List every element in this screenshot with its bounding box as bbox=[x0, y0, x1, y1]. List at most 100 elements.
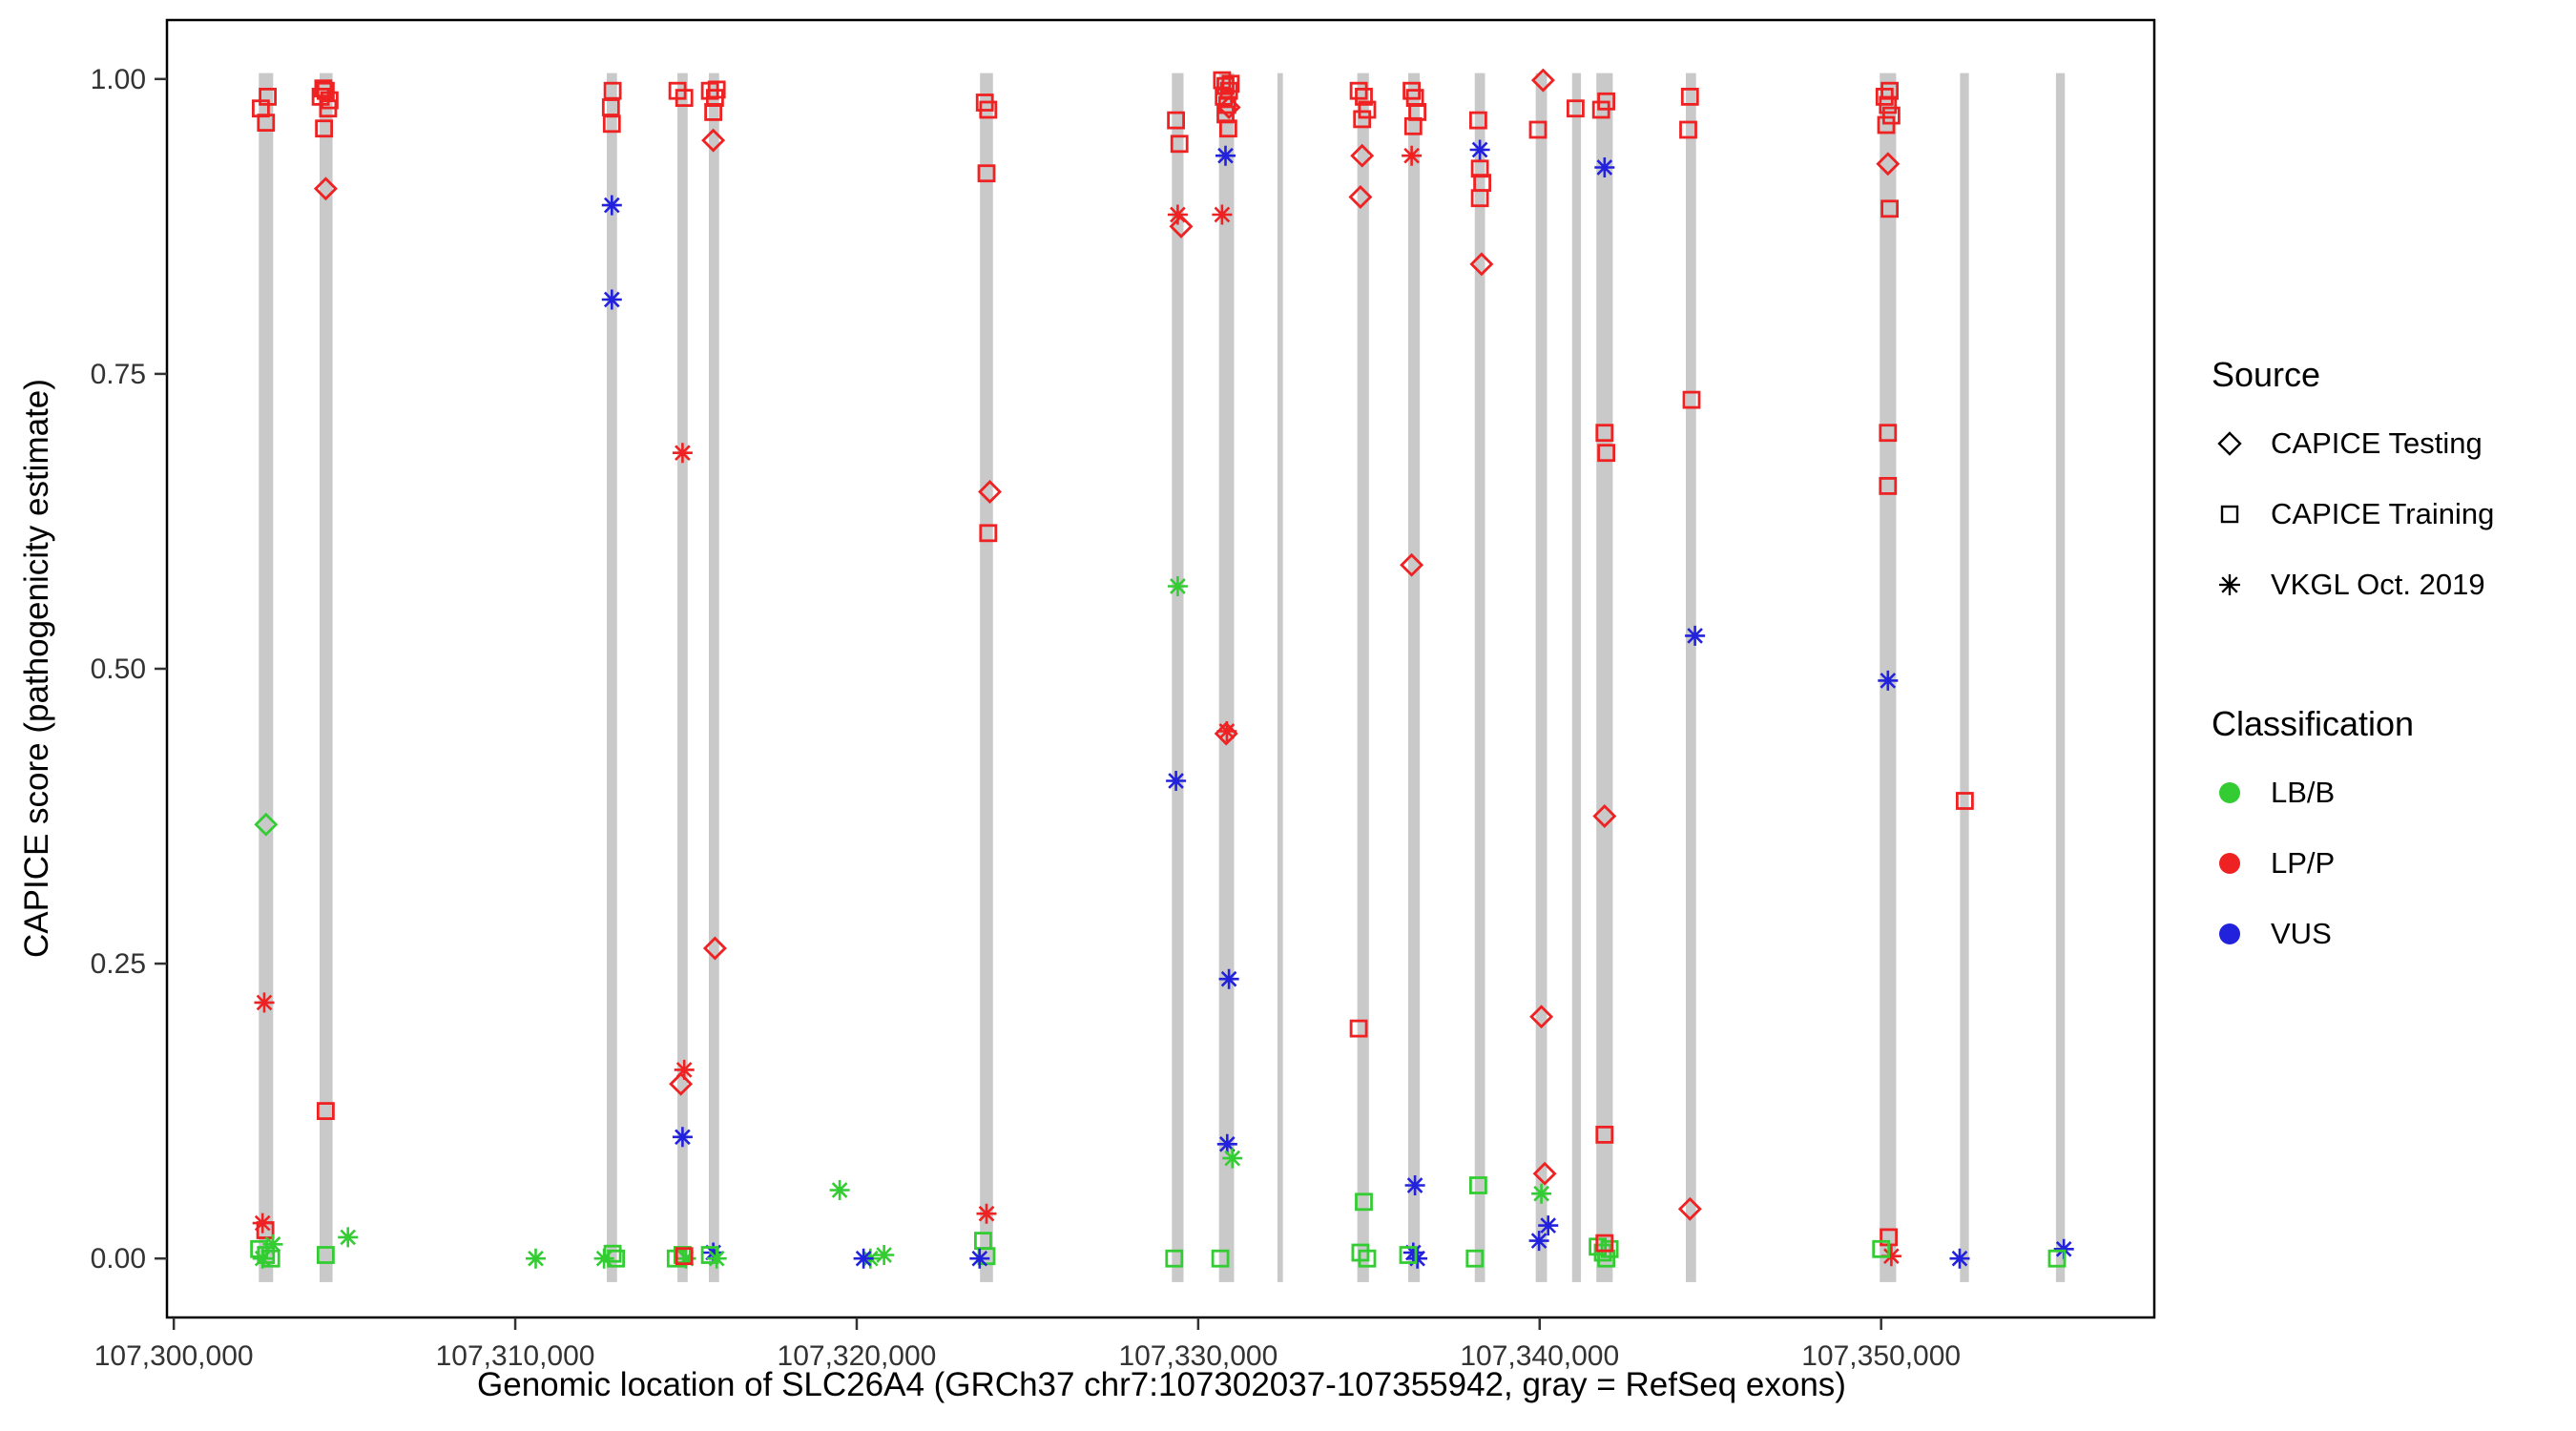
y-axis-title: CAPICE score (pathogenicity estimate) bbox=[18, 379, 55, 959]
exon-bar bbox=[1960, 73, 1969, 1282]
data-point-square bbox=[315, 119, 334, 138]
data-point-diamond bbox=[1216, 95, 1241, 119]
data-point-square bbox=[1879, 476, 1898, 495]
data-point-square bbox=[2047, 1249, 2067, 1268]
data-point-square bbox=[259, 88, 278, 106]
exon-bar bbox=[1357, 73, 1369, 1282]
panel-border bbox=[165, 18, 2156, 1319]
legend-item-lpp: LP/P bbox=[2212, 828, 2494, 899]
data-point-asterisk bbox=[1215, 145, 1236, 166]
legend: Source CAPICE Testing CAPICE Training VK… bbox=[2212, 355, 2494, 969]
data-point-diamond bbox=[1169, 214, 1194, 238]
y-tick-label: 0.75 bbox=[91, 359, 146, 390]
data-point-asterisk bbox=[1880, 1246, 1901, 1267]
data-point-diamond bbox=[978, 480, 1002, 504]
data-point-asterisk bbox=[1222, 1148, 1243, 1169]
data-point-diamond bbox=[701, 128, 726, 153]
data-point-square bbox=[1355, 1192, 1373, 1212]
x-tick-label: 107,330,000 bbox=[1118, 1340, 1278, 1372]
y-tick-label: 0.50 bbox=[91, 653, 146, 685]
data-point-square bbox=[1880, 199, 1899, 218]
data-point-asterisk bbox=[1528, 1231, 1549, 1252]
data-point-asterisk bbox=[1402, 1242, 1423, 1263]
legend-label: VKGL Oct. 2019 bbox=[2271, 568, 2485, 601]
exon-bar bbox=[1218, 73, 1235, 1282]
data-point-square bbox=[1358, 1249, 1377, 1268]
exon-bar bbox=[1685, 73, 1696, 1282]
data-point-asterisk bbox=[674, 1059, 695, 1080]
data-point-asterisk bbox=[703, 1242, 724, 1263]
data-point-diamond bbox=[702, 936, 727, 961]
data-point-square bbox=[1877, 115, 1896, 135]
data-point-asterisk bbox=[1685, 625, 1706, 646]
data-point-asterisk bbox=[976, 1203, 997, 1224]
data-point-square bbox=[1679, 120, 1697, 139]
data-point-diamond bbox=[1592, 804, 1617, 828]
data-point-square bbox=[320, 91, 339, 110]
data-point-square bbox=[1170, 135, 1189, 154]
legend-item-vus: VUS bbox=[2212, 899, 2494, 969]
data-point-square bbox=[1470, 189, 1489, 208]
data-point-asterisk bbox=[252, 1248, 273, 1269]
asterisk-icon bbox=[2219, 574, 2240, 595]
data-point-square bbox=[1399, 1246, 1418, 1264]
data-point-asterisk bbox=[1878, 670, 1899, 691]
exon-bar bbox=[606, 73, 617, 1282]
data-point-diamond bbox=[1348, 185, 1373, 209]
data-point-diamond bbox=[1530, 68, 1555, 93]
data-point-diamond bbox=[1529, 1005, 1554, 1029]
data-point-asterisk bbox=[262, 1234, 283, 1255]
exon-bar bbox=[1172, 73, 1184, 1282]
data-point-square bbox=[979, 100, 998, 119]
data-point-square bbox=[700, 1246, 719, 1264]
data-point-square bbox=[1880, 81, 1899, 100]
data-point-square bbox=[607, 1249, 625, 1268]
data-point-square bbox=[1167, 111, 1185, 130]
legend-item-capice-testing: CAPICE Testing bbox=[2212, 408, 2494, 479]
data-point-diamond bbox=[669, 1071, 694, 1096]
data-point-asterisk bbox=[1216, 1133, 1237, 1154]
data-point-diamond bbox=[254, 812, 279, 837]
exon-bar bbox=[2055, 73, 2066, 1282]
x-axis-title: Genomic location of SLC26A4 (GRCh37 chr7… bbox=[477, 1366, 1846, 1403]
data-point-square bbox=[1353, 110, 1372, 129]
data-point-square bbox=[1165, 1249, 1184, 1268]
data-point-square bbox=[1403, 116, 1423, 135]
data-point-square bbox=[1595, 424, 1614, 443]
data-point-asterisk bbox=[1167, 576, 1188, 596]
data-point-square bbox=[1567, 99, 1585, 118]
data-point-square bbox=[1600, 1239, 1619, 1258]
data-point-square bbox=[1597, 92, 1615, 111]
data-point-asterisk bbox=[1212, 204, 1233, 225]
data-point-square bbox=[979, 524, 998, 543]
exon-bar bbox=[980, 73, 993, 1282]
square-icon bbox=[2220, 505, 2239, 524]
data-point-square bbox=[1358, 100, 1377, 119]
lpp-color-dot bbox=[2219, 853, 2240, 874]
x-tick-label: 107,350,000 bbox=[1801, 1340, 1961, 1372]
lbb-color-dot bbox=[2219, 782, 2240, 803]
vus-color-dot bbox=[2219, 923, 2240, 944]
data-point-asterisk bbox=[338, 1227, 359, 1248]
data-point-asterisk bbox=[1949, 1248, 1970, 1269]
legend-label: VUS bbox=[2271, 917, 2332, 950]
exon-bar bbox=[259, 73, 274, 1282]
data-point-diamond bbox=[1400, 552, 1424, 577]
data-point-square bbox=[1597, 444, 1615, 463]
data-point-square bbox=[1682, 390, 1701, 409]
exon-bar bbox=[1474, 73, 1485, 1282]
data-point-square bbox=[1349, 1019, 1368, 1038]
data-point-asterisk bbox=[1216, 721, 1237, 741]
data-point-diamond bbox=[1876, 152, 1901, 176]
x-tick-label: 107,310,000 bbox=[436, 1340, 595, 1372]
data-point-square bbox=[1595, 1234, 1614, 1253]
x-tick-label: 107,300,000 bbox=[94, 1340, 254, 1372]
data-point-square bbox=[316, 1102, 335, 1120]
data-point-diamond bbox=[1677, 1196, 1702, 1221]
x-tick-label: 107,340,000 bbox=[1460, 1340, 1619, 1372]
data-point-asterisk bbox=[526, 1248, 546, 1269]
data-point-asterisk bbox=[1402, 145, 1423, 166]
data-point-square bbox=[1465, 1249, 1485, 1268]
data-point-square bbox=[1680, 88, 1699, 106]
